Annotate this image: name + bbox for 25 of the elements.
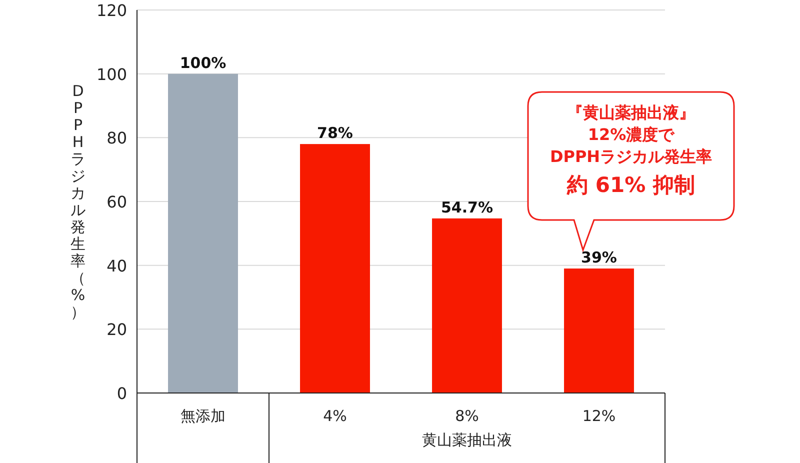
x-tick-label: 無添加 xyxy=(180,407,226,425)
bar xyxy=(168,74,238,393)
annotation: 12%濃度で xyxy=(588,125,676,144)
y-tick-label: 0 xyxy=(116,384,127,403)
text: DPPHラジカル発生率（%） xyxy=(70,82,86,321)
y-tick-label: 100 xyxy=(96,64,127,84)
data-label: 39% xyxy=(581,248,617,267)
data-label: 78% xyxy=(317,124,353,142)
data-label: 100% xyxy=(180,54,226,72)
x-tick-label: 8% xyxy=(455,407,479,425)
annotation: 『黄山薬抽出液』 xyxy=(567,103,695,122)
annotation: 約 61% 抑制 xyxy=(566,173,695,197)
y-tick-label: 120 xyxy=(96,1,127,20)
y-tick-label: 20 xyxy=(106,320,127,340)
bar xyxy=(432,218,502,393)
annotation: DPPHラジカル発生率 xyxy=(550,147,712,166)
x-tick-label: 4% xyxy=(323,407,347,425)
x-axis-title: 黄山薬抽出液 xyxy=(422,431,512,449)
y-tick-label: 80 xyxy=(106,128,127,148)
x-tick-label: 12% xyxy=(582,407,616,425)
data-label: 54.7% xyxy=(440,198,494,216)
bar xyxy=(564,268,634,393)
y-tick-label: 40 xyxy=(106,256,127,276)
y-tick-label: 60 xyxy=(106,192,127,212)
bar xyxy=(300,144,370,393)
